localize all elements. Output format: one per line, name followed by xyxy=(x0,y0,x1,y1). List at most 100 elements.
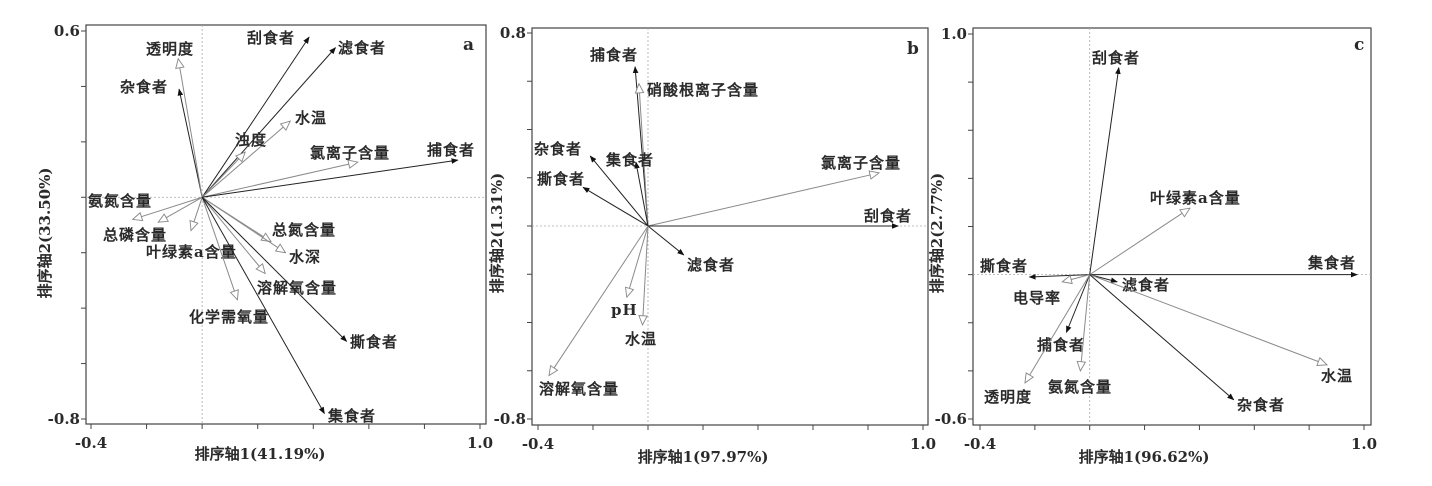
species-label: 杂食者 xyxy=(1237,396,1285,414)
panel-letter: b xyxy=(907,39,919,59)
x-axis-title: 排序轴1(97.97%) xyxy=(638,448,769,466)
y-tick-label: -0.8 xyxy=(48,410,80,428)
species-label: 杂食者 xyxy=(120,78,168,96)
species-label: 滤食者 xyxy=(1122,276,1170,294)
plot-frame xyxy=(85,24,487,425)
species-label: 杂食者 xyxy=(534,140,582,158)
species-label: 撕食者 xyxy=(350,333,398,351)
panel-letter: a xyxy=(463,35,474,55)
environment-arrow xyxy=(191,197,203,230)
environment-label: 浊度 xyxy=(235,131,267,149)
species-label: 刮食者 xyxy=(1092,49,1140,67)
y-tick-label: -0.8 xyxy=(494,410,526,428)
species-arrow xyxy=(589,155,649,227)
species-arrow xyxy=(201,36,310,198)
environment-arrow xyxy=(202,162,358,198)
environment-label: 氯离子含量 xyxy=(310,144,390,162)
species-label: 捕食者 xyxy=(427,141,475,159)
y-axis-title: 排序轴2(2.77%) xyxy=(928,173,946,293)
y-tick-label: 1.0 xyxy=(941,25,967,43)
environment-arrow xyxy=(201,152,245,198)
species-arrow xyxy=(1065,274,1091,334)
x-tick-label: -0.4 xyxy=(522,435,554,453)
species-arrow xyxy=(177,88,203,198)
environment-label: 水深 xyxy=(289,248,321,266)
environment-arrow xyxy=(201,121,290,198)
species-arrow xyxy=(1089,274,1118,283)
x-tick-label: 1.0 xyxy=(1351,435,1377,453)
species-label: 集食者 xyxy=(327,407,376,425)
environment-arrow xyxy=(647,173,879,227)
environment-arrow xyxy=(643,225,649,325)
y-axis-title: 排序轴2(1.31%) xyxy=(488,173,506,293)
species-arrow xyxy=(582,186,649,227)
environment-label: 水温 xyxy=(295,109,327,127)
species-label: 刮食者 xyxy=(247,29,295,47)
environment-label: 氨氮含量 xyxy=(1048,378,1112,396)
panel-c: -0.4 1.0 1.0 -0.6 排序轴1(96.62%) 排序轴2(2.77%) c 刮食… xyxy=(928,25,1377,466)
environment-arrow xyxy=(1062,274,1090,282)
environment-arrow xyxy=(178,59,203,198)
species-label: 捕食者 xyxy=(590,46,638,64)
species-arrow xyxy=(634,161,649,227)
environment-arrow xyxy=(133,196,203,219)
species-arrow xyxy=(1089,66,1121,275)
environment-label: 电导率 xyxy=(1013,289,1061,307)
species-label: 撕食者 xyxy=(537,170,585,188)
environment-label: 透明度 xyxy=(146,40,194,58)
x-axis-title: 排序轴1(41.19%) xyxy=(195,445,326,463)
environment-arrow xyxy=(201,197,237,300)
environment-label: 总磷含量 xyxy=(103,226,167,244)
x-tick-label: 1.0 xyxy=(467,434,493,452)
environment-arrow xyxy=(549,225,649,376)
species-label: 撕食者 xyxy=(980,257,1028,275)
species-label: 刮食者 xyxy=(864,207,912,225)
panel-a: -0.4 1.0 0.6 -0.8 排序轴1(41.19%) 排序轴2(33.50%) a 刮… xyxy=(36,22,493,463)
species-label: 滤食者 xyxy=(338,39,386,57)
panel-letter: c xyxy=(1354,35,1364,55)
species-arrow xyxy=(202,158,459,198)
y-axis-title: 排序轴2(33.50%) xyxy=(36,168,54,299)
environment-label: 化学需氧量 xyxy=(189,308,269,326)
environment-label: 溶解氧含量 xyxy=(539,380,619,398)
species-label: 集食者 xyxy=(1307,254,1356,272)
x-axis-title: 排序轴1(96.62%) xyxy=(1079,448,1210,466)
species-label: 集食者 xyxy=(605,151,654,169)
species-arrow xyxy=(201,47,336,198)
species-label: 滤食者 xyxy=(687,256,735,274)
x-tick-label: 1.0 xyxy=(910,435,936,453)
x-tick-label: -0.4 xyxy=(964,435,996,453)
environment-arrow xyxy=(201,196,285,252)
environment-arrow xyxy=(627,225,649,297)
x-tick-label: -0.4 xyxy=(75,434,107,452)
environment-label: 叶绿素a含量 xyxy=(1150,189,1241,207)
environment-arrow xyxy=(1080,274,1091,371)
environment-arrow xyxy=(158,196,203,222)
y-tick-label: 0.8 xyxy=(500,24,526,42)
environment-label: 水温 xyxy=(1321,367,1353,385)
environment-label: pH xyxy=(611,301,638,319)
species-arrow xyxy=(201,196,348,342)
environment-arrow xyxy=(1089,274,1327,365)
environment-label: 氯离子含量 xyxy=(821,154,901,172)
environment-arrow xyxy=(201,196,265,273)
environment-label: 氨氮含量 xyxy=(88,192,152,210)
species-label: 捕食者 xyxy=(1037,336,1085,354)
y-tick-label: -0.6 xyxy=(935,410,967,428)
species-arrow xyxy=(1089,274,1235,401)
plot-frame xyxy=(972,27,1372,426)
panel-b: -0.4 1.0 0.8 -0.8 排序轴1(97.97%) 排序轴2(1.31%) b 捕食… xyxy=(488,24,936,466)
environment-label: 透明度 xyxy=(984,388,1032,406)
environment-label: 叶绿素a含量 xyxy=(146,243,237,261)
environment-arrow xyxy=(1025,274,1091,383)
environment-label: 硝酸根离子含量 xyxy=(647,81,759,99)
species-arrow xyxy=(201,197,325,415)
environment-label: 溶解氧含量 xyxy=(257,279,337,297)
environment-label: 总氮含量 xyxy=(272,221,336,239)
y-tick-label: 0.6 xyxy=(54,22,80,40)
environment-arrow xyxy=(1089,208,1190,276)
environment-arrow xyxy=(639,84,649,227)
species-arrow xyxy=(647,225,685,256)
species-arrow xyxy=(1028,273,1090,280)
environment-label: 水温 xyxy=(625,330,657,348)
